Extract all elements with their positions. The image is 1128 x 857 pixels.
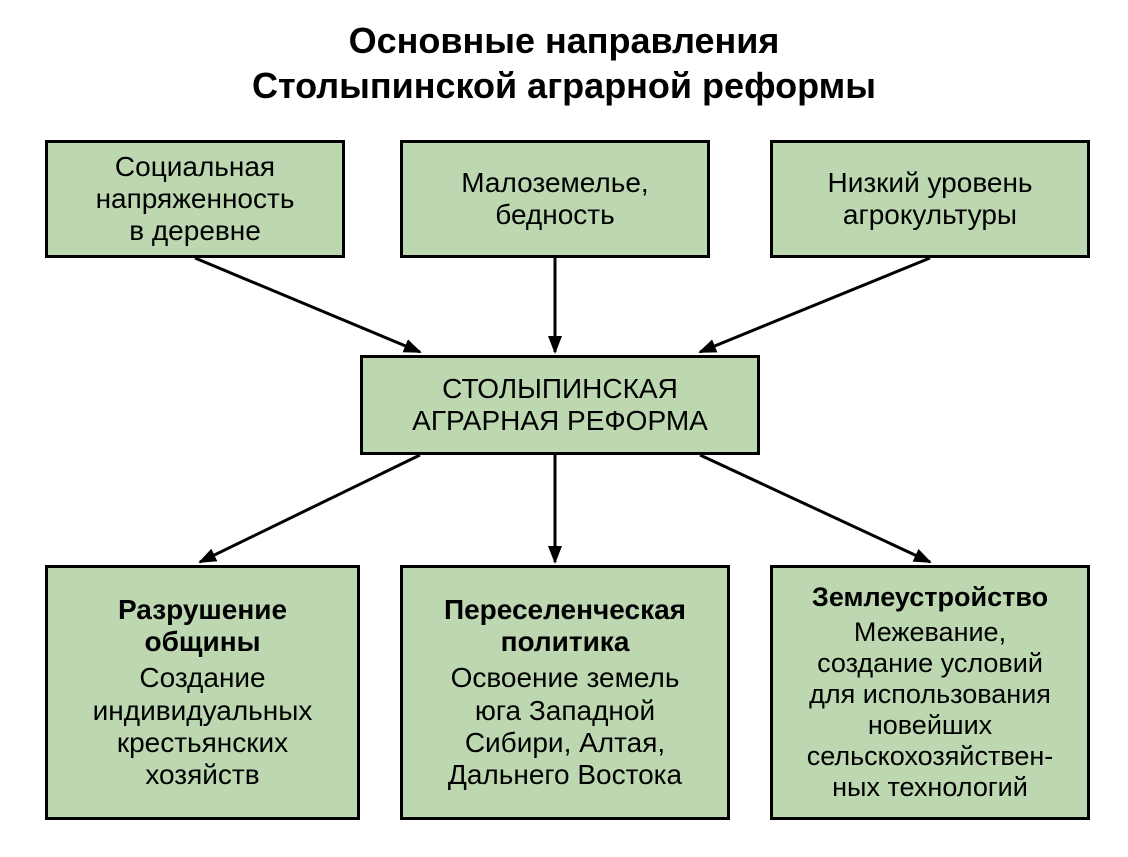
- node-top_left-body: Социальнаянапряженностьв деревне: [96, 151, 295, 248]
- edge-3: [200, 455, 420, 562]
- node-bottom_left: РазрушениеобщиныСозданиеиндивидуальныхкр…: [45, 565, 360, 820]
- diagram-title: Основные направления Столыпинской аграрн…: [0, 18, 1128, 108]
- node-top_mid: Малоземелье,бедность: [400, 140, 710, 258]
- edge-5: [700, 455, 930, 562]
- node-bottom_left-heading: Разрушениеобщины: [118, 594, 287, 658]
- node-top_right-body: Низкий уровеньагрокультуры: [827, 167, 1032, 231]
- node-center: СТОЛЫПИНСКАЯАГРАРНАЯ РЕФОРМА: [360, 355, 760, 455]
- node-top_mid-body: Малоземелье,бедность: [461, 167, 648, 231]
- node-top_left: Социальнаянапряженностьв деревне: [45, 140, 345, 258]
- node-bottom_right: Землеустройство Межевание,создание услови…: [770, 565, 1090, 820]
- node-bottom_mid-body: Освоение земельюга ЗападнойСибири, Алтая…: [448, 662, 682, 791]
- node-bottom_right-heading: Землеустройство: [812, 582, 1048, 613]
- node-bottom_mid-heading: Переселенческаяполитика: [444, 594, 686, 658]
- node-bottom_left-body: Созданиеиндивидуальныхкрестьянскиххозяйс…: [93, 662, 313, 791]
- node-center-body: СТОЛЫПИНСКАЯАГРАРНАЯ РЕФОРМА: [412, 373, 708, 437]
- title-line-2: Столыпинской аграрной реформы: [0, 63, 1128, 108]
- node-top_right: Низкий уровеньагрокультуры: [770, 140, 1090, 258]
- node-bottom_right-body: Межевание,создание условийдля использова…: [807, 617, 1054, 803]
- title-line-1: Основные направления: [0, 18, 1128, 63]
- edge-0: [195, 258, 420, 352]
- node-bottom_mid: ПереселенческаяполитикаОсвоение земельюг…: [400, 565, 730, 820]
- edge-2: [700, 258, 930, 352]
